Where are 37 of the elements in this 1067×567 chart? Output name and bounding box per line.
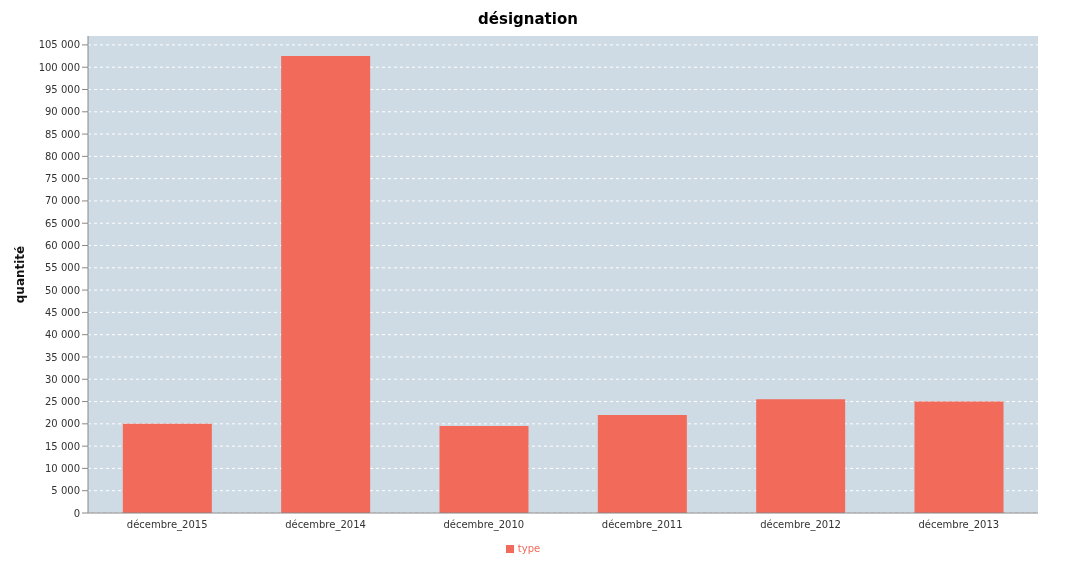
- y-tick-label: 10 000: [45, 462, 80, 474]
- y-tick-label: 70 000: [45, 195, 80, 207]
- y-tick-label: 20 000: [45, 418, 80, 430]
- y-tick-label: 85 000: [45, 128, 80, 140]
- chart-title: désignation: [477, 9, 579, 30]
- bar: [122, 423, 212, 513]
- bar: [756, 399, 846, 513]
- x-tick-label: décembre_2015: [126, 519, 208, 532]
- y-tick-label: 65 000: [45, 217, 80, 229]
- y-tick-label: 95 000: [45, 84, 80, 96]
- x-tick-label: décembre_2011: [601, 519, 683, 532]
- y-tick-label: 105 000: [38, 39, 80, 51]
- x-tick-label: décembre_2013: [918, 519, 1000, 532]
- x-tick-label: décembre_2014: [285, 519, 366, 532]
- legend-label: type: [517, 543, 541, 554]
- y-tick-label: 60 000: [45, 240, 80, 252]
- y-tick-label: 90 000: [45, 106, 80, 118]
- y-tick-label: 15 000: [45, 440, 80, 452]
- bar: [439, 426, 529, 513]
- y-tick-label: 0: [73, 507, 80, 519]
- y-tick-label: 55 000: [45, 262, 80, 274]
- bar: [281, 56, 371, 513]
- x-tick-label: décembre_2010: [443, 519, 525, 532]
- y-tick-label: 50 000: [45, 284, 80, 296]
- x-tick-label: décembre_2012: [760, 519, 841, 532]
- y-tick-label: 5 000: [51, 485, 80, 497]
- y-tick-label: 75 000: [45, 173, 80, 185]
- y-axis-title: quantité: [13, 245, 28, 304]
- y-tick-label: 80 000: [45, 150, 80, 162]
- y-tick-label: 35 000: [45, 351, 80, 363]
- y-tick-label: 45 000: [45, 306, 80, 318]
- y-tick-label: 40 000: [45, 329, 80, 341]
- y-tick-label: 25 000: [45, 396, 80, 408]
- bar: [597, 414, 687, 513]
- bar: [914, 401, 1004, 513]
- y-tick-label: 100 000: [38, 61, 80, 73]
- y-tick-label: 30 000: [45, 373, 80, 385]
